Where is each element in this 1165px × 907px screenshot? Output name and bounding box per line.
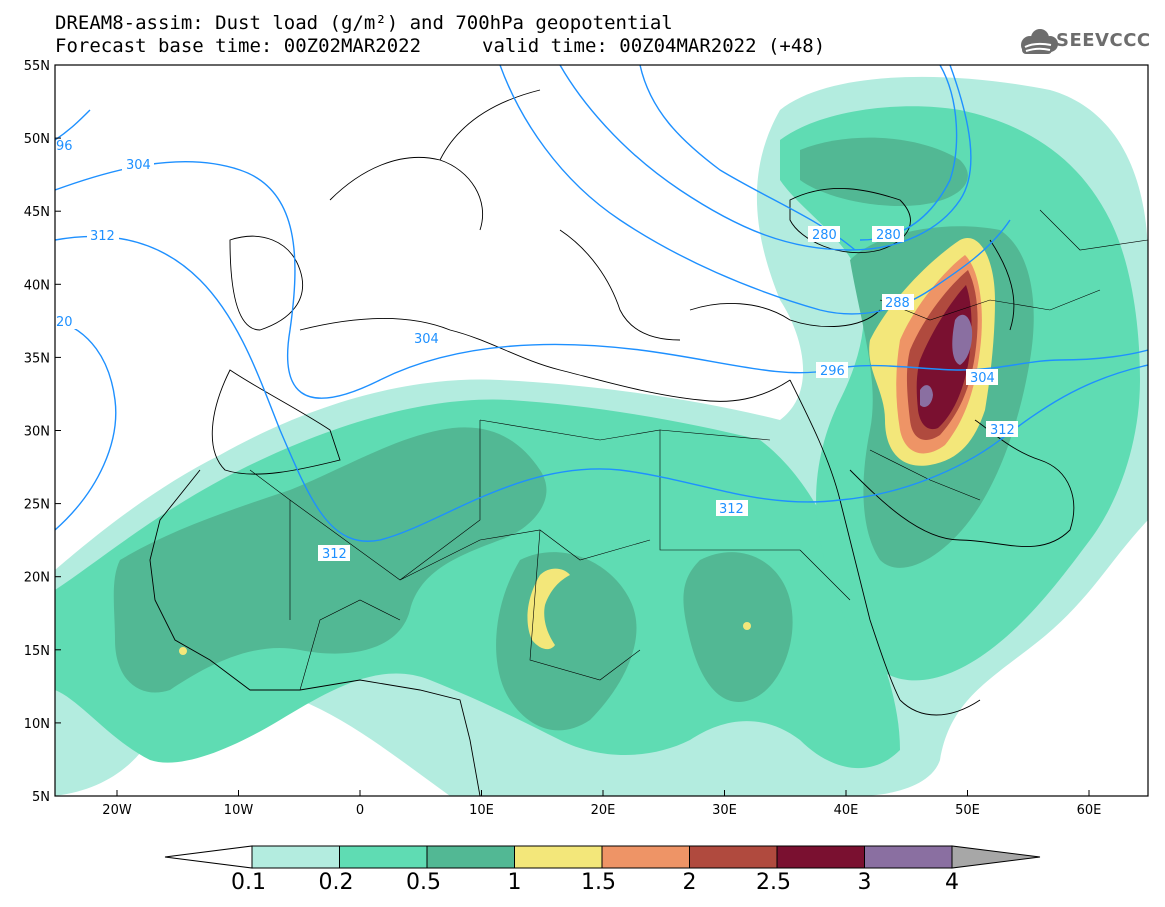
- lon-label: 50E: [955, 803, 980, 818]
- lon-label: 20W: [102, 803, 132, 818]
- colorbar-left-arrow: [164, 845, 253, 869]
- contour-label: 312: [719, 502, 744, 517]
- contour-label: 304: [414, 332, 439, 347]
- cloud-icon: [1021, 29, 1058, 54]
- colorbar-label: 1: [507, 870, 522, 895]
- colorbar-label: 2.5: [756, 870, 791, 895]
- colorbar-label: 1.5: [581, 870, 616, 895]
- lat-label: 45N: [24, 205, 50, 220]
- contour-label: 20: [56, 315, 73, 330]
- lon-label: 20E: [591, 803, 616, 818]
- colorbar-cell: [339, 845, 428, 869]
- lat-label: 25N: [24, 498, 50, 513]
- lat-label: 50N: [24, 132, 50, 147]
- lat-label: 20N: [24, 571, 50, 586]
- dust-contour-4-b: [920, 385, 933, 407]
- lat-label: 55N: [24, 59, 50, 74]
- valid-time: valid time: 00Z04MAR2022 (+48): [482, 35, 826, 57]
- contour-label: 304: [970, 371, 995, 386]
- colorbar-cell: [514, 845, 603, 869]
- dust-contour-1-chad: [527, 568, 570, 650]
- colorbar-label: 0.1: [231, 870, 266, 895]
- lon-label: 10W: [224, 803, 254, 818]
- lat-label: 5N: [32, 790, 50, 805]
- coastlines: [149, 89, 1075, 796]
- contour-label: 280: [876, 228, 901, 243]
- colorbar-cell: [601, 845, 690, 869]
- contour-label: 296: [820, 364, 845, 379]
- lat-label: 30N: [24, 425, 50, 440]
- contour-label: 304: [126, 158, 151, 173]
- colorbar-cell: [689, 845, 778, 869]
- contour-label: 312: [90, 229, 115, 244]
- colorbar-right-arrow: [951, 845, 1041, 869]
- lat-label: 10N: [24, 717, 50, 732]
- lon-label: 60E: [1077, 803, 1102, 818]
- dust-contour-4: [952, 314, 973, 365]
- contour-label: 312: [990, 423, 1015, 438]
- colorbar-label: 0.2: [318, 870, 354, 895]
- dust-spot-1: [179, 647, 187, 655]
- contour-label: 288: [885, 296, 910, 311]
- lat-label: 15N: [24, 644, 50, 659]
- colorbar-cell: [251, 845, 340, 869]
- contour-label: 96: [56, 139, 73, 154]
- colorbar-label: 3: [857, 870, 872, 895]
- colorbar-label: 2: [682, 870, 697, 895]
- lon-label: 0: [356, 803, 364, 818]
- colorbar-label: 0.5: [406, 870, 441, 895]
- lat-label: 40N: [24, 278, 50, 293]
- logo-text: SEEVCCC: [1056, 30, 1151, 51]
- contour-label: 280: [812, 228, 837, 243]
- map-title: DREAM8-assim: Dust load (g/m²) and 700hP…: [55, 12, 673, 34]
- country-borders: [249, 209, 1148, 691]
- dust-spot-2: [743, 622, 751, 630]
- lat-axis: 55N 50N 45N 40N 35N 30N 25N 20N 15N 10N 5N: [24, 59, 61, 805]
- lon-label: 30E: [712, 803, 737, 818]
- contour-labels: 304 312 20 304 312 312 296 288 280 280 3…: [55, 139, 1018, 562]
- colorbar-cell: [776, 845, 865, 869]
- contour-label: 312: [322, 547, 347, 562]
- colorbar-label: 4: [945, 870, 959, 895]
- dust-contour-0-2: [55, 399, 900, 769]
- lon-axis: 20W 10W 0 10E 20E 30E 40E 50E 60E: [102, 790, 1101, 818]
- forecast-base-time: Forecast base time: 00Z02MAR2022: [55, 35, 422, 57]
- lon-label: 10E: [469, 803, 494, 818]
- colorbar-cell: [864, 845, 953, 869]
- colorbar: [164, 845, 1041, 869]
- lon-label: 40E: [834, 803, 859, 818]
- colorbar-cell: [426, 845, 515, 869]
- lat-label: 35N: [24, 351, 50, 366]
- dust-contour-0-5-c: [683, 552, 793, 702]
